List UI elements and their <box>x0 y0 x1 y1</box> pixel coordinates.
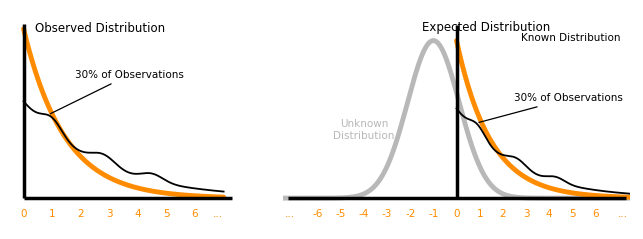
Text: 5: 5 <box>569 209 575 219</box>
Text: 5: 5 <box>163 209 170 219</box>
Text: Expected Distribution: Expected Distribution <box>422 21 550 34</box>
Text: 6: 6 <box>592 209 599 219</box>
Text: 4: 4 <box>134 209 141 219</box>
Text: Unknown
Distribution: Unknown Distribution <box>333 119 395 141</box>
Text: Observed Distribution: Observed Distribution <box>35 22 165 35</box>
Text: ...: ... <box>213 209 223 219</box>
Text: 30% of Observations: 30% of Observations <box>479 93 623 122</box>
Text: 30% of Observations: 30% of Observations <box>50 70 184 114</box>
Text: ...: ... <box>285 209 295 219</box>
Text: -1: -1 <box>428 209 439 219</box>
Text: -2: -2 <box>405 209 415 219</box>
Text: 1: 1 <box>476 209 483 219</box>
Text: 4: 4 <box>546 209 552 219</box>
Text: -3: -3 <box>382 209 392 219</box>
Text: 1: 1 <box>49 209 55 219</box>
Text: 2: 2 <box>500 209 506 219</box>
Text: -6: -6 <box>312 209 323 219</box>
Text: ...: ... <box>618 209 628 219</box>
Text: 2: 2 <box>77 209 84 219</box>
Text: 3: 3 <box>106 209 113 219</box>
Text: -4: -4 <box>359 209 369 219</box>
Text: -5: -5 <box>336 209 346 219</box>
Text: 6: 6 <box>192 209 198 219</box>
Text: 0: 0 <box>21 209 27 219</box>
Text: Known Distribution: Known Distribution <box>521 33 621 43</box>
Text: 3: 3 <box>523 209 529 219</box>
Text: 0: 0 <box>453 209 460 219</box>
